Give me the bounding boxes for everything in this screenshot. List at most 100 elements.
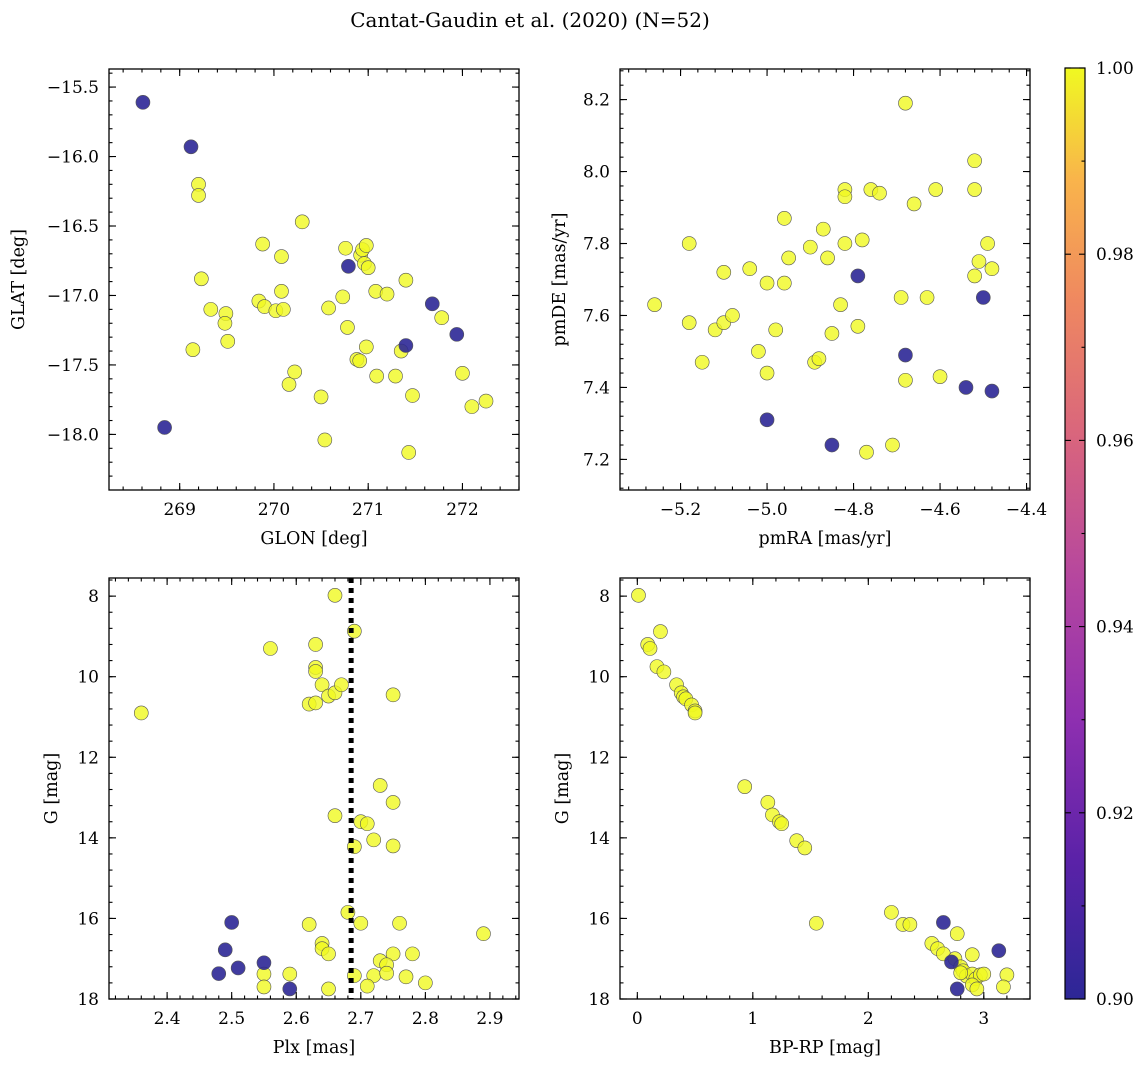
plx_g-point-high — [398, 969, 414, 985]
panel-proper-motion: −5.2 −5.0 −4.8 −4.6 −4.4 7.2 7.4 7.6 7.8 8.0 8.2 p… — [550, 68, 1047, 549]
plx_g-xtick-label: 2.5 — [218, 1009, 245, 1029]
bprp_g-point-high — [797, 840, 813, 856]
glon_glat-point-low — [449, 327, 465, 342]
plx_g-ytick-label: 14 — [77, 829, 99, 849]
bprp_g-point-high — [774, 816, 789, 832]
bprp-g-ylabel: G [mag] — [553, 753, 573, 824]
bprp_g-point-high — [976, 966, 992, 982]
bprp_g-point-high — [964, 947, 980, 962]
bprp_g-point-high — [902, 917, 918, 932]
pm-xtick-label: −5.2 — [660, 500, 701, 520]
pm-point-high — [647, 297, 662, 312]
bprp_g-ytick-label: 10 — [588, 668, 610, 688]
glon_glat-xtick-label: 270 — [258, 500, 290, 520]
bprp_g-point-high — [737, 779, 753, 794]
pm-point-high — [854, 232, 870, 248]
glon_glat-point-high — [321, 300, 336, 316]
glon_glat-point-high — [405, 388, 420, 403]
plx_g-point-high — [301, 917, 317, 932]
pm-point-high — [759, 365, 775, 381]
plx_g-point-low — [211, 966, 227, 981]
glon_glat-point-high — [185, 342, 201, 357]
pm-point-high — [885, 437, 900, 453]
plx_g-point-high — [476, 926, 491, 942]
pm-ylabel: pmDE [mas/yr] — [550, 213, 570, 347]
bprp-g-points — [631, 588, 1015, 997]
pm-ytick-label: 7.6 — [583, 306, 610, 326]
plx-g-xlabel: Plx [mas] — [273, 1038, 355, 1058]
pm-point-high — [971, 254, 987, 269]
glon_glat-ytick-label: −18.0 — [47, 425, 99, 445]
bprp_g-ytick-label: 18 — [588, 990, 610, 1010]
glon_glat-ytick-label: −16.0 — [47, 148, 99, 168]
bprp_g-point-high — [656, 664, 672, 680]
glon-glat-xlabel: GLON [deg] — [260, 529, 367, 549]
glon-glat-ticks: 269 270 271 272 −15.5 −16.0 −16.5 −17.0 −17.5 −18… — [47, 69, 520, 520]
pm-point-high — [716, 265, 732, 280]
plx_g-point-high — [282, 966, 298, 982]
glon_glat-ytick-label: −15.5 — [47, 78, 99, 98]
plx_g-point-high — [256, 979, 272, 995]
plx_g-point-low — [282, 981, 298, 997]
pm-point-high — [820, 250, 835, 266]
bprp_g-point-high — [687, 705, 703, 721]
glon_glat-point-high — [379, 286, 395, 302]
pm-point-high — [898, 372, 913, 388]
pm-frame — [619, 68, 1031, 491]
plx_g-point-high — [334, 677, 349, 693]
pm-point-high — [833, 297, 848, 312]
plx_g-point-high — [418, 975, 433, 991]
bprp_g-ytick-label: 14 — [588, 829, 610, 849]
glon_glat-point-high — [274, 249, 289, 264]
pm-ticks: −5.2 −5.0 −4.8 −4.6 −4.4 7.2 7.4 7.6 7.8 8.0 8.2 — [583, 69, 1047, 520]
pm-point-high — [759, 275, 775, 291]
pm-ytick-label: 7.8 — [583, 235, 610, 255]
glon_glat-point-high — [478, 393, 494, 409]
pm-point-high — [919, 290, 935, 305]
bprp_g-point-low — [949, 981, 965, 997]
pm-xtick-label: −4.4 — [1006, 500, 1047, 520]
colorbar-tick-label: 0.96 — [1096, 431, 1134, 451]
plx_g-point-high — [385, 838, 401, 854]
colorbar-tick-label: 0.98 — [1096, 245, 1134, 265]
plx_g-point-high — [347, 623, 362, 639]
glon-glat-ylabel: GLAT [deg] — [9, 229, 29, 330]
plx_g-point-high — [405, 946, 420, 962]
bprp_g-xtick-label: 0 — [632, 1009, 643, 1029]
pm-point-high — [967, 153, 982, 169]
colorbar-tick-label: 0.92 — [1096, 804, 1134, 824]
glon_glat-point-high — [194, 271, 209, 287]
bprp_g-point-high — [999, 967, 1015, 983]
plx_g-point-high — [353, 915, 369, 931]
plx_g-xtick-label: 2.6 — [283, 1009, 310, 1029]
pm-ytick-label: 8.0 — [583, 163, 610, 183]
glon_glat-point-high — [464, 399, 480, 414]
plx_g-point-high — [308, 695, 323, 711]
glon_glat-point-high — [317, 432, 333, 448]
colorbar-tick-label: 0.90 — [1096, 990, 1134, 1010]
bprp_g-xtick-label: 2 — [863, 1009, 874, 1029]
pm-point-high — [980, 236, 995, 251]
pm-point-high — [967, 182, 982, 197]
pm-point-high — [694, 354, 710, 370]
colorbar-ticks: 0.90 0.92 0.94 0.96 0.98 1.00 — [1065, 59, 1134, 1010]
pm-point-high — [802, 239, 818, 255]
pm-point-low — [898, 347, 913, 363]
pm-point-high — [742, 261, 758, 277]
pm-point-high — [850, 318, 866, 334]
pm-point-low — [958, 380, 974, 395]
glon_glat-xtick-label: 269 — [163, 500, 195, 520]
bprp_g-point-low — [936, 915, 951, 930]
figure-title: Cantat-Gaudin et al. (2020) (N=52) — [350, 8, 710, 32]
plx_g-ytick-label: 18 — [77, 990, 99, 1010]
glon_glat-ytick-label: −17.0 — [47, 286, 99, 306]
bprp_g-point-high — [631, 588, 646, 603]
plx_g-xtick-label: 2.7 — [347, 1009, 374, 1029]
pm-point-high — [725, 308, 740, 323]
glon_glat-point-high — [191, 188, 206, 203]
plx_g-point-high — [327, 808, 343, 823]
glon_glat-point-high — [220, 334, 236, 349]
bprp_g-ytick-label: 8 — [599, 587, 610, 607]
plx_g-ytick-label: 16 — [77, 909, 99, 929]
